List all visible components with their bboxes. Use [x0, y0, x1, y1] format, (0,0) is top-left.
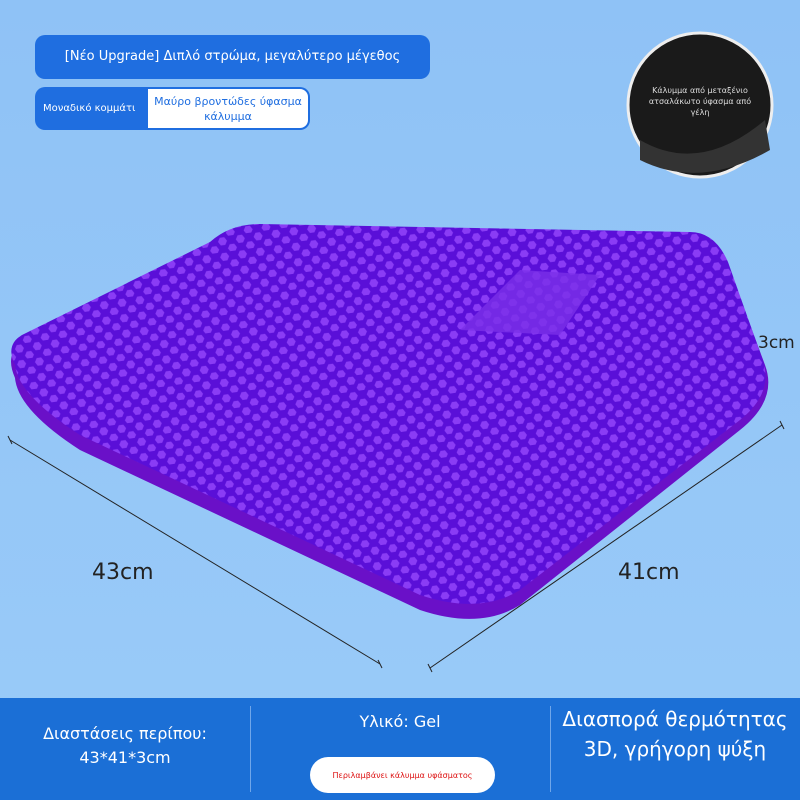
title-banner: [Νέο Upgrade] Διπλό στρώμα, μεγαλύτερο μ… [35, 35, 430, 79]
option-row: Μοναδικό κομμάτι Μαύρο βροντώδες ύφασμα … [35, 87, 310, 130]
length-label: 43cm [92, 560, 154, 585]
material-text: Υλικό: Gel [359, 712, 441, 731]
width-label: 41cm [618, 560, 680, 585]
size-text: Διαστάσεις περίπου: 43*41*3cm [43, 724, 207, 767]
feature-text: Διασπορά θερμότητας 3D, γρήγορη ψύξη [562, 707, 788, 761]
includes-pill: Περιλαμβάνει κάλυμμα υφάσματος [310, 757, 495, 793]
tag: Μοναδικό κομμάτι [43, 102, 136, 114]
inset-caption: Κάλυμμα από μεταξένιο ατσαλάκωτο ύφασμα … [648, 86, 752, 117]
option[interactable]: Μαύρο βροντώδες ύφασμα κάλυμμα [148, 89, 308, 128]
divider [250, 706, 251, 792]
height-label: 3cm [758, 333, 795, 353]
divider [550, 706, 551, 792]
